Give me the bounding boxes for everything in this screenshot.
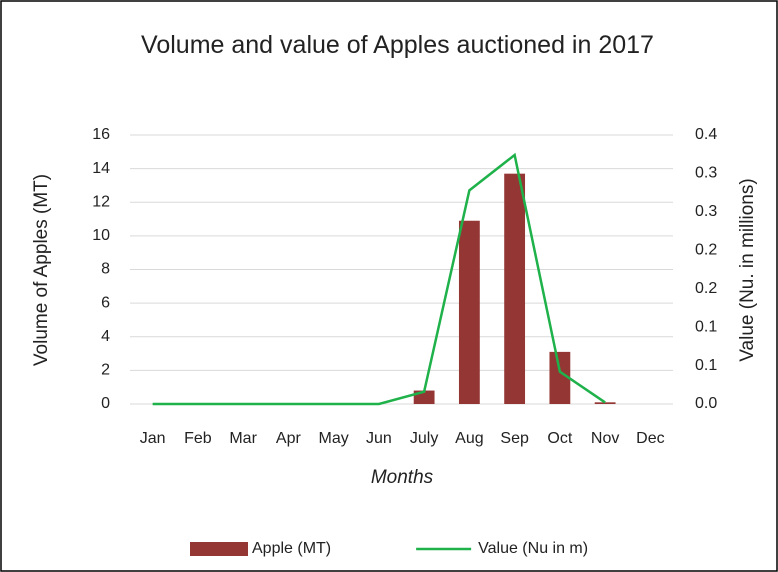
y2-tick-label: 0.2 bbox=[695, 242, 717, 259]
y2-axis-title: Value (Nu. in millions) bbox=[737, 178, 758, 361]
x-tick-label: July bbox=[410, 430, 438, 447]
bar bbox=[594, 402, 616, 404]
x-tick-label: May bbox=[319, 430, 349, 447]
x-tick-label: Jan bbox=[140, 430, 166, 447]
y2-tick-label: 0.0 bbox=[695, 395, 717, 412]
y-tick-label: 8 bbox=[101, 261, 110, 278]
bar bbox=[549, 351, 571, 404]
y2-tick-label: 0.3 bbox=[695, 165, 717, 182]
y-axis-title: Volume of Apples (MT) bbox=[31, 174, 52, 366]
y2-tick-label: 0.1 bbox=[695, 357, 717, 374]
legend-label: Value (Nu in m) bbox=[478, 540, 588, 557]
chart-title: Volume and value of Apples auctioned in … bbox=[141, 31, 654, 59]
bar bbox=[458, 220, 480, 404]
y-tick-label: 0 bbox=[101, 395, 110, 412]
y-tick-label: 12 bbox=[92, 193, 110, 210]
x-tick-label: Nov bbox=[591, 430, 619, 447]
y2-tick-label: 0.3 bbox=[695, 203, 717, 220]
x-tick-label: Apr bbox=[276, 430, 302, 447]
x-axis-title: Months bbox=[371, 467, 434, 488]
x-tick-label: Sep bbox=[500, 430, 529, 447]
y-tick-label: 14 bbox=[92, 160, 110, 177]
x-tick-label: Oct bbox=[547, 430, 572, 447]
y-tick-label: 10 bbox=[92, 227, 110, 244]
x-tick-label: Jun bbox=[366, 430, 392, 447]
y2-tick-label: 0.2 bbox=[695, 280, 717, 297]
legend-label: Apple (MT) bbox=[252, 540, 331, 557]
x-tick-label: Aug bbox=[455, 430, 483, 447]
x-tick-label: Mar bbox=[229, 430, 257, 447]
y-tick-label: 2 bbox=[101, 362, 110, 379]
line bbox=[152, 152, 606, 406]
y-tick-label: 4 bbox=[101, 328, 110, 345]
bar bbox=[504, 173, 526, 404]
legend-swatch bbox=[190, 542, 248, 556]
y-tick-label: 16 bbox=[92, 126, 110, 143]
x-tick-label: Feb bbox=[184, 430, 212, 447]
y2-tick-label: 0.4 bbox=[695, 126, 717, 143]
y2-tick-label: 0.1 bbox=[695, 318, 717, 335]
y-tick-label: 6 bbox=[101, 294, 110, 311]
x-tick-label: Dec bbox=[636, 430, 664, 447]
